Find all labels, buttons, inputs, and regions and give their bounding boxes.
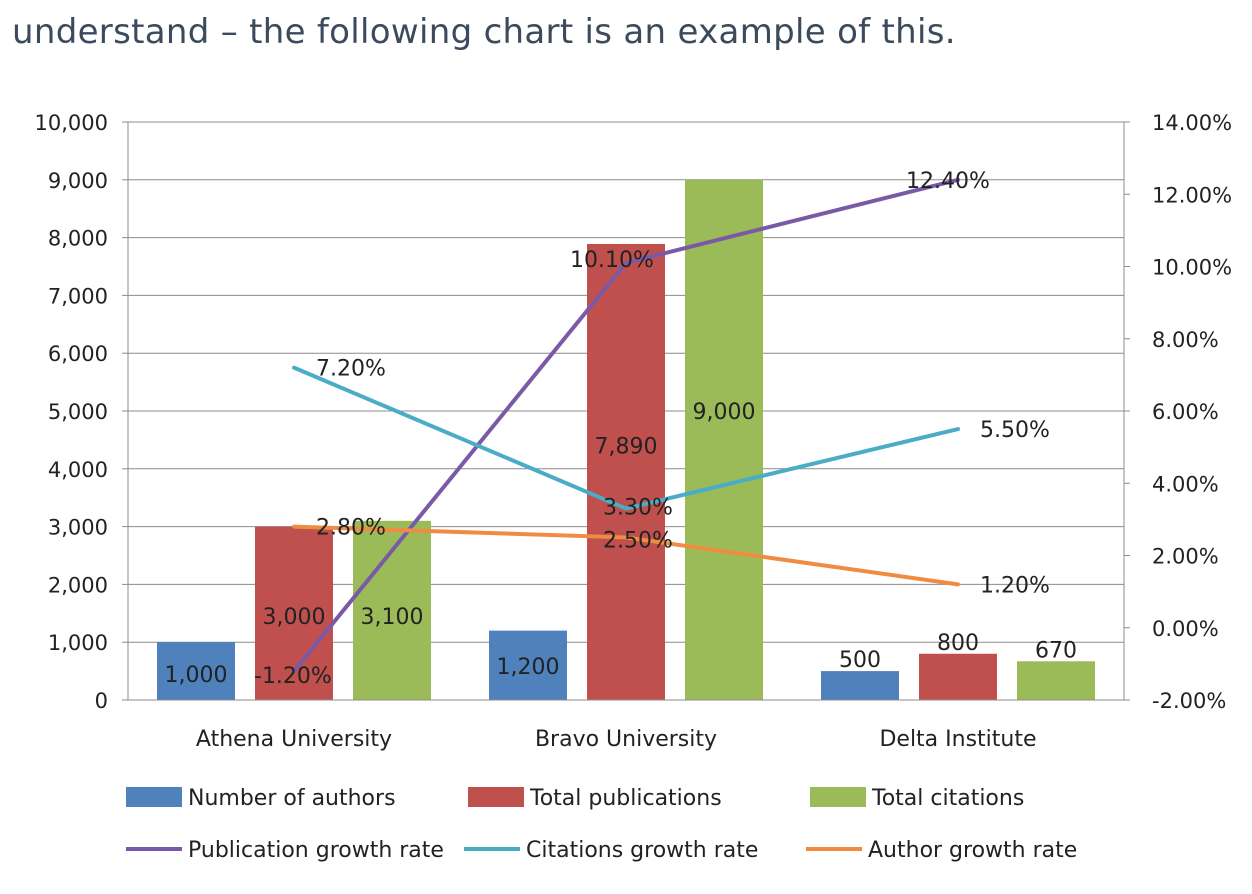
y-left-tick-label: 5,000 [48,400,108,424]
bar-number-of-authors [821,671,899,700]
y-left-tick-label: 7,000 [48,284,108,308]
bar-data-label: 3,000 [263,605,326,630]
y-left-tick-label: 10,000 [35,111,108,135]
bar-number-of-authors [489,630,567,700]
line-data-label: -1.20% [254,664,332,689]
line-data-label: 1.20% [980,573,1050,598]
chart-axes: 0 1,000 2,000 3,000 4,000 5,000 6,000 7,000 8,00… [35,111,1233,752]
y-right-tick-label: 8.00% [1152,328,1219,352]
line-data-label: 2.50% [603,528,673,553]
y-right-tick-label: 6.00% [1152,400,1219,424]
y-right-tick-label: 0.00% [1152,617,1219,641]
y-left-tick-label: 0 [95,689,108,713]
line-data-label: 2.80% [316,516,386,541]
line-layer [292,177,960,674]
legend-label-author-growth-rate: Author growth rate [868,838,1077,863]
y-right-tick-label: 12.00% [1152,183,1232,207]
y-right-tick-label: -2.00% [1152,689,1226,713]
y-right-tick-label: 2.00% [1152,545,1219,569]
legend-label-citations-growth-rate: Citations growth rate [526,838,758,863]
chart-legend: Number of authors Total publications Total… [126,786,1077,863]
bar-total-publications [587,243,665,700]
legend-label-total-publications: Total publications [529,786,722,811]
legend-label-total-citations: Total citations [871,786,1024,811]
bar-total-citations [1017,661,1095,700]
bar-data-label: 1,000 [165,663,228,688]
legend-swatch-total-publications [468,787,524,807]
line-data-label: 3.30% [603,496,673,521]
y-left-tick-label: 1,000 [48,631,108,655]
category-label: Athena University [196,727,392,752]
bar-data-label: 7,890 [595,435,658,460]
y-right-tick-label: 4.00% [1152,472,1219,496]
bar-total-publications [919,653,997,700]
legend-label-publication-growth-rate: Publication growth rate [188,838,444,863]
y-left-tick-label: 4,000 [48,458,108,482]
y-left-tick-label: 3,000 [48,516,108,540]
bar-data-label: 500 [839,648,881,673]
bar-data-label: 670 [1035,638,1077,663]
line-data-label: 7.20% [316,357,386,382]
bar-data-label: 1,200 [497,655,560,680]
y-right-tick-label: 14.00% [1152,111,1232,135]
line-data-label: 10.10% [570,248,654,273]
y-left-tick-label: 6,000 [48,342,108,366]
bar-total-citations [685,179,763,701]
bar-data-label: 800 [937,631,979,656]
line-citations-growth-rate [292,365,960,511]
category-label: Bravo University [535,727,717,752]
bar-layer [157,179,1095,701]
legend-swatch-total-citations [810,787,866,807]
bar-data-label: 9,000 [693,400,756,425]
bar-number-of-authors [157,642,235,700]
line-author-growth-rate [292,524,960,587]
legend-swatch-number-of-authors [126,787,182,807]
bar-data-label: 3,100 [361,605,424,630]
line-publication-growth-rate [292,177,960,674]
line-data-label: 12.40% [906,169,990,194]
y-left-tick-label: 2,000 [48,573,108,597]
intro-text: understand – the following chart is an e… [12,12,956,52]
y-right-tick-label: 10.00% [1152,256,1232,280]
line-data-label: 5.50% [980,418,1050,443]
legend-label-number-of-authors: Number of authors [188,786,396,811]
data-label-layer: 1,000 1,200 500 3,000 7,890 800 3,100 9,000 670 -… [165,169,1077,689]
y-left-tick-label: 8,000 [48,227,108,251]
y-left-tick-label: 9,000 [48,169,108,193]
category-label: Delta Institute [879,727,1036,752]
